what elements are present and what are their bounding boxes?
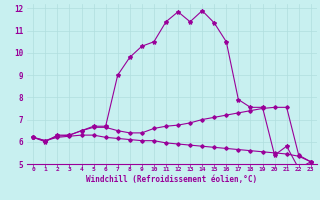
X-axis label: Windchill (Refroidissement éolien,°C): Windchill (Refroidissement éolien,°C) — [86, 175, 258, 184]
